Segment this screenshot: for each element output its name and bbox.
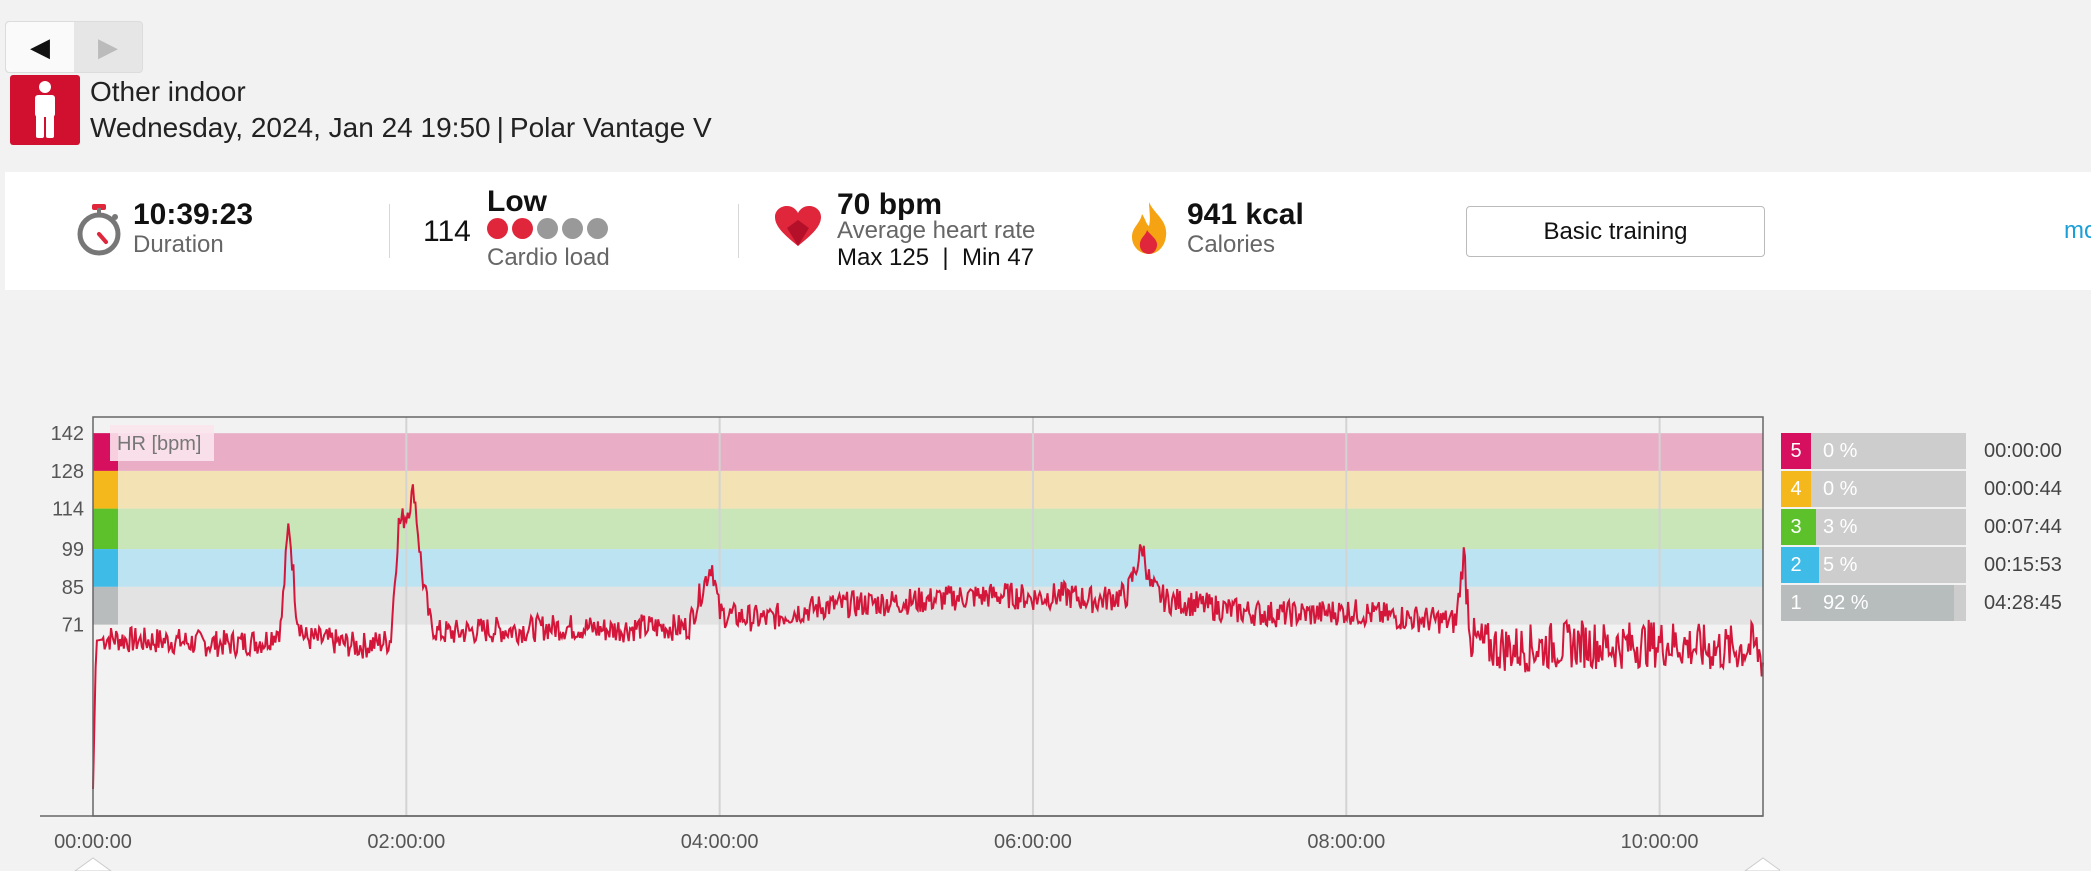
separator: | xyxy=(942,244,949,271)
hr-chart: HR [bpm] 142 128 114 99 85 71 00:00:00 02:00:0… xyxy=(40,416,1780,871)
zone-time: 04:28:45 xyxy=(1984,592,2062,614)
zone-marker-2 xyxy=(93,549,118,587)
x-tick-label: 00:00:00 xyxy=(54,831,132,853)
zone-number: 1 xyxy=(1781,585,1811,621)
zone-percent-label: 92 % xyxy=(1823,592,1869,614)
y-tick-label: 142 xyxy=(51,423,84,445)
zone-color-markers xyxy=(93,433,118,625)
cardio-load-value: 114 xyxy=(423,215,471,248)
calories-label: Calories xyxy=(1187,231,1276,258)
cardio-dot-filled xyxy=(487,218,508,239)
hr-max: Max 125 xyxy=(837,244,930,271)
navigation-arrows: ◀ ▶ xyxy=(5,21,143,73)
zone-time: 00:07:44 xyxy=(1984,516,2062,538)
calories-value: 941 kcal xyxy=(1187,198,1304,231)
sport-icon-tile xyxy=(10,75,80,145)
more-link[interactable]: mo xyxy=(2064,217,2091,244)
zone-number: 4 xyxy=(1781,471,1811,507)
device-name: Polar Vantage V xyxy=(509,112,712,143)
x-tick-label: 10:00:00 xyxy=(1621,831,1699,853)
zone-band-3 xyxy=(93,508,1763,550)
cardio-load-level: Low xyxy=(487,185,547,218)
hr-avg-label: Average heart rate xyxy=(837,217,1036,244)
flame-icon xyxy=(1132,202,1167,254)
stopwatch-icon xyxy=(77,204,121,256)
zone-number: 2 xyxy=(1781,547,1811,583)
next-button[interactable]: ▶ xyxy=(74,22,142,72)
heart-icon xyxy=(775,206,821,246)
range-handle-right[interactable] xyxy=(1744,857,1780,871)
hr-axis-label: HR [bpm] xyxy=(117,433,201,455)
zone-percent-label: 3 % xyxy=(1823,516,1858,538)
y-ticks: 142 128 114 99 85 71 xyxy=(51,423,84,636)
zone-time: 00:00:00 xyxy=(1984,440,2062,462)
separator: | xyxy=(496,112,504,143)
duration-label: Duration xyxy=(133,231,224,258)
basic-training-button[interactable]: Basic training xyxy=(1466,206,1765,257)
cardio-load-label: Cardio load xyxy=(487,244,610,271)
zone-marker-4 xyxy=(93,470,118,509)
zone-percent-bar xyxy=(1811,547,1819,583)
zone-row-3: 3 3 % xyxy=(1781,509,1966,545)
zone-percent-bar xyxy=(1811,585,1954,621)
zone-time: 00:15:53 xyxy=(1984,554,2062,576)
cardio-load-dots xyxy=(487,218,612,239)
divider xyxy=(738,204,739,258)
person-standing-icon xyxy=(35,81,55,138)
y-tick-label: 71 xyxy=(62,615,84,637)
arrow-right-icon: ▶ xyxy=(98,31,118,62)
zone-marker-1 xyxy=(93,586,118,625)
divider xyxy=(389,204,390,258)
hr-min: Min 47 xyxy=(961,244,1035,271)
y-tick-label: 85 xyxy=(62,577,84,599)
activity-title: Other indoor xyxy=(90,76,246,107)
zone-time: 00:00:44 xyxy=(1984,478,2062,500)
zone-band-4 xyxy=(93,470,1763,509)
zone-percent-label: 0 % xyxy=(1823,478,1858,500)
x-tick-label: 06:00:00 xyxy=(994,831,1072,853)
activity-subtitle: Wednesday, 2024, Jan 24 19:50 | Polar Vant… xyxy=(90,112,712,144)
x-tick-label: 02:00:00 xyxy=(367,831,445,853)
summary-bar: 10:39:23 Duration 114 Low Cardio load 70… xyxy=(5,172,2091,290)
zone-band-5 xyxy=(93,433,1763,471)
activity-date: Wednesday, 2024, Jan 24 19:50 xyxy=(90,112,491,143)
hr-label-bg xyxy=(110,425,214,461)
cardio-dot-filled xyxy=(512,218,533,239)
zone-row-5: 5 0 % xyxy=(1781,433,1966,469)
x-ticks: 00:00:00 02:00:00 04:00:00 06:00:00 08:00:00… xyxy=(54,831,1698,853)
y-tick-label: 114 xyxy=(52,499,84,521)
hr-series-line xyxy=(92,484,1764,790)
x-tick-label: 08:00:00 xyxy=(1307,831,1385,853)
arrow-left-icon: ◀ xyxy=(30,31,50,62)
zone-row-2: 2 5 % xyxy=(1781,547,1966,583)
cardio-dot-empty xyxy=(587,218,608,239)
cardio-dot-empty xyxy=(537,218,558,239)
range-handle-left[interactable] xyxy=(74,857,112,871)
previous-button[interactable]: ◀ xyxy=(6,22,74,72)
hr-avg-value: 70 bpm xyxy=(837,188,943,221)
x-tick-label: 04:00:00 xyxy=(681,831,759,853)
zone-row-1: 1 92 % xyxy=(1781,585,1966,621)
zone-percent-label: 0 % xyxy=(1823,440,1858,462)
y-tick-label: 128 xyxy=(51,461,84,483)
zone-band-1 xyxy=(93,586,1763,625)
zone-percent-bar xyxy=(1811,509,1816,545)
cardio-dot-empty xyxy=(562,218,583,239)
zone-percent-label: 5 % xyxy=(1823,554,1858,576)
zone-number: 5 xyxy=(1781,433,1811,469)
hr-max-min: Max 125 | Min 47 xyxy=(837,244,1034,272)
zone-bands xyxy=(93,433,1763,625)
duration-value: 10:39:23 xyxy=(133,198,254,231)
zone-row-4: 4 0 % xyxy=(1781,471,1966,507)
y-tick-label: 99 xyxy=(62,539,84,561)
zone-number: 3 xyxy=(1781,509,1811,545)
zone-band-2 xyxy=(93,549,1763,587)
zone-marker-3 xyxy=(93,508,118,550)
